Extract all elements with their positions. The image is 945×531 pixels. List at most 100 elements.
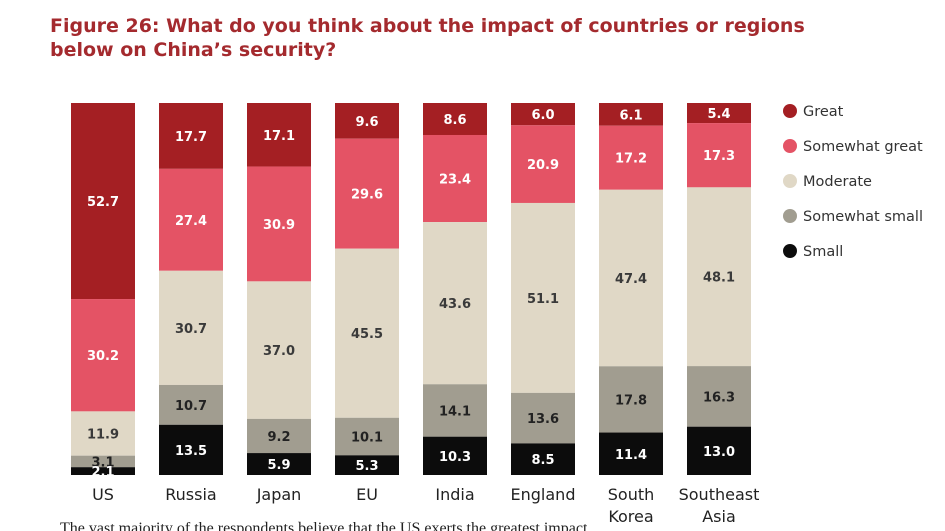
value-label-southeast-asia-somewhat-great: 17.3 (703, 149, 735, 164)
category-label-eu: EU (356, 485, 378, 504)
value-label-south-korea-small: 11.4 (615, 448, 647, 463)
bar-us-moderate (71, 411, 135, 456)
bar-russia-moderate (159, 270, 223, 385)
bars-group (71, 103, 751, 475)
value-label-russia-small: 13.5 (175, 444, 207, 459)
value-label-india-moderate: 43.6 (439, 297, 471, 312)
legend-swatch-small (783, 244, 797, 258)
bar-southeast-asia-small (687, 426, 751, 475)
category-label-russia: Russia (165, 485, 216, 504)
value-label-southeast-asia-moderate: 48.1 (703, 271, 735, 286)
bar-japan-small (247, 453, 311, 475)
category-label-england: England (511, 485, 576, 504)
bar-england-moderate (511, 202, 575, 393)
value-label-japan-somewhat-small: 9.2 (267, 430, 290, 445)
bar-southeast-asia-somewhat-great (687, 123, 751, 188)
value-label-england-great: 6.0 (531, 108, 554, 123)
legend-swatch-moderate (783, 174, 797, 188)
value-label-japan-somewhat-great: 30.9 (263, 218, 295, 233)
bar-us-small (71, 467, 135, 475)
value-label-southeast-asia-somewhat-small: 16.3 (703, 390, 735, 405)
value-label-england-somewhat-small: 13.6 (527, 412, 559, 427)
bar-eu-somewhat-small (335, 417, 399, 456)
bar-england-somewhat-great (511, 125, 575, 203)
legend-swatch-somewhat-small (783, 209, 797, 223)
value-label-india-great: 8.6 (443, 113, 466, 128)
legend-label-small: Small (803, 244, 843, 260)
value-label-india-small: 10.3 (439, 450, 471, 465)
bar-us-somewhat-small (71, 455, 135, 468)
value-label-russia-great: 17.7 (175, 130, 207, 145)
value-label-japan-great: 17.1 (263, 129, 295, 144)
value-label-us-small: 2.1 (91, 465, 114, 480)
bar-japan-somewhat-great (247, 166, 311, 282)
bar-south-korea-great (599, 103, 663, 126)
bar-india-somewhat-small (423, 384, 487, 437)
bar-eu-moderate (335, 248, 399, 418)
value-label-england-moderate: 51.1 (527, 292, 559, 307)
legend-label-moderate: Moderate (803, 174, 872, 190)
bar-south-korea-somewhat-small (599, 366, 663, 433)
value-label-southeast-asia-small: 13.0 (703, 445, 735, 460)
category-label-southeast-asia-line1: Southeast (679, 485, 760, 504)
value-label-russia-somewhat-small: 10.7 (175, 399, 207, 414)
value-label-russia-moderate: 30.7 (175, 322, 207, 337)
bar-england-great (511, 103, 575, 126)
bar-us-somewhat-great (71, 299, 135, 412)
value-label-southeast-asia-great: 5.4 (707, 107, 730, 122)
footer-text: The vast majority of the respondents bel… (60, 520, 588, 531)
value-label-russia-somewhat-great: 27.4 (175, 214, 207, 229)
category-labels-group: US Russia Japan EU India England South Korea Sou… (92, 485, 759, 526)
bar-japan-somewhat-small (247, 418, 311, 454)
value-label-eu-somewhat-small: 10.1 (351, 431, 383, 446)
bar-south-korea-small (599, 432, 663, 475)
value-label-us-somewhat-small: 3.1 (91, 455, 114, 470)
value-label-india-somewhat-great: 23.4 (439, 173, 471, 188)
value-label-eu-somewhat-great: 29.6 (351, 188, 383, 203)
bar-eu-small (335, 455, 399, 475)
value-label-south-korea-great: 6.1 (619, 108, 642, 123)
category-label-southeast-asia-line2: Asia (702, 507, 736, 526)
bar-russia-somewhat-great (159, 168, 223, 271)
legend-swatch-great (783, 104, 797, 118)
bar-south-korea-somewhat-great (599, 125, 663, 190)
value-label-south-korea-moderate: 47.4 (615, 272, 647, 287)
chart-title: Figure 26: What do you think about the i… (50, 15, 805, 61)
value-label-japan-moderate: 37.0 (263, 344, 295, 359)
legend-label-great: Great (803, 104, 844, 120)
category-label-japan: Japan (256, 485, 302, 504)
value-label-japan-small: 5.9 (267, 458, 290, 473)
bar-russia-somewhat-small (159, 384, 223, 425)
value-label-eu-moderate: 45.5 (351, 327, 383, 342)
bar-japan-moderate (247, 281, 311, 419)
value-label-eu-great: 9.6 (355, 115, 378, 130)
legend: Great Somewhat great Moderate Somewhat smal… (783, 104, 923, 260)
category-label-india: India (435, 485, 474, 504)
value-label-south-korea-somewhat-small: 17.8 (615, 393, 647, 408)
legend-swatch-somewhat-great (783, 139, 797, 153)
value-label-us-moderate: 11.9 (87, 428, 119, 443)
bar-india-small (423, 436, 487, 475)
bar-japan-great (247, 103, 311, 167)
category-label-south-korea-line1: South (608, 485, 655, 504)
bar-russia-small (159, 424, 223, 475)
bar-england-small (511, 443, 575, 475)
bar-england-somewhat-small (511, 392, 575, 444)
value-label-eu-small: 5.3 (355, 459, 378, 474)
bar-eu-somewhat-great (335, 138, 399, 249)
value-label-england-small: 8.5 (531, 453, 554, 468)
value-label-south-korea-somewhat-great: 17.2 (615, 152, 647, 167)
bar-south-korea-moderate (599, 189, 663, 367)
bar-india-somewhat-great (423, 134, 487, 223)
bar-southeast-asia-somewhat-small (687, 366, 751, 427)
bar-us-great (71, 103, 135, 300)
category-label-south-korea-line2: Korea (608, 507, 653, 526)
value-label-us-great: 52.7 (87, 195, 119, 210)
legend-label-somewhat-great: Somewhat great (803, 139, 923, 155)
value-label-england-somewhat-great: 20.9 (527, 158, 559, 173)
value-label-india-somewhat-small: 14.1 (439, 404, 471, 419)
bar-india-moderate (423, 222, 487, 385)
bar-southeast-asia-moderate (687, 187, 751, 367)
bar-southeast-asia-great (687, 103, 751, 124)
